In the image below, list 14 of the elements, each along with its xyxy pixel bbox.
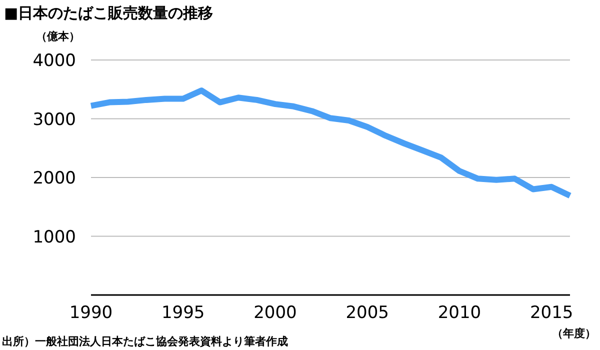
x-tick-label: 1995 <box>161 303 205 323</box>
y-tick-label: 1000 <box>32 227 76 248</box>
y-tick-label: 4000 <box>32 51 76 71</box>
x-tick-label: 2005 <box>346 303 389 323</box>
x-tick-label: 2000 <box>254 303 297 323</box>
chart-title: ■日本のたばこ販売数量の推移 <box>4 4 214 22</box>
x-tick-label: 1990 <box>69 303 113 323</box>
x-tick-label: 2010 <box>438 303 482 323</box>
y-tick-label: 3000 <box>32 110 76 130</box>
x-axis-title: （年度） <box>552 327 596 340</box>
y-axis-title: （億本） <box>36 30 80 43</box>
text: 出所）一般社団法人日本たばこ協会発表資料より筆者作成 <box>2 335 288 348</box>
x-tick-label: 2015 <box>530 303 574 323</box>
y-tick-label: 2000 <box>32 168 76 188</box>
